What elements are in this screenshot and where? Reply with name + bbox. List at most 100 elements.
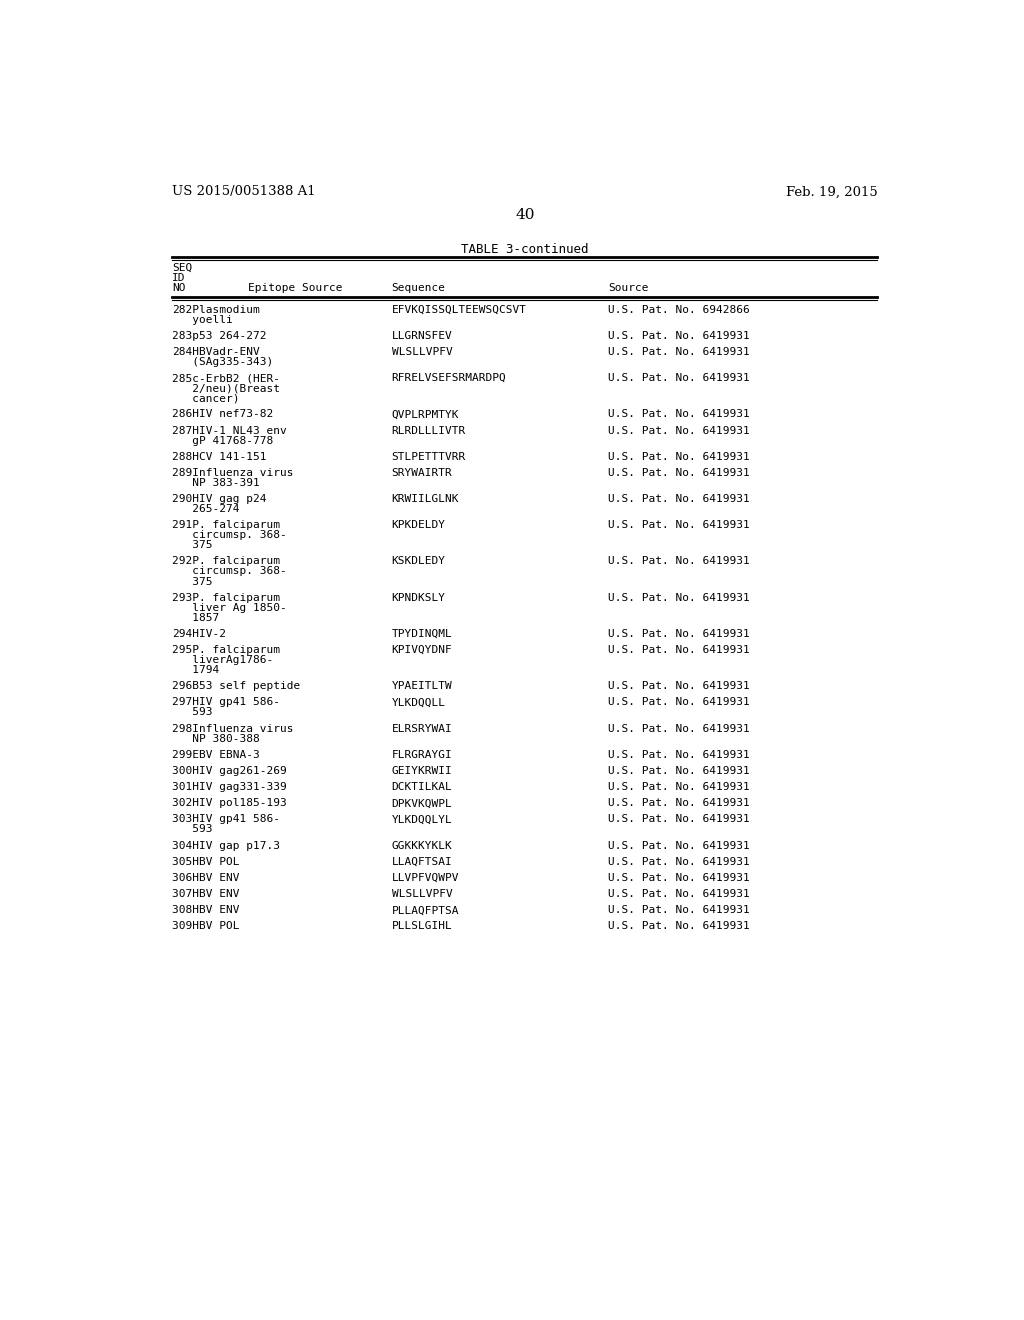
Text: 1794: 1794 bbox=[172, 665, 219, 675]
Text: U.S. Pat. No. 6419931: U.S. Pat. No. 6419931 bbox=[608, 766, 751, 776]
Text: U.S. Pat. No. 6942866: U.S. Pat. No. 6942866 bbox=[608, 305, 751, 314]
Text: Feb. 19, 2015: Feb. 19, 2015 bbox=[785, 185, 878, 198]
Text: U.S. Pat. No. 6419931: U.S. Pat. No. 6419931 bbox=[608, 750, 751, 760]
Text: LLAQFTSAI: LLAQFTSAI bbox=[391, 857, 453, 867]
Text: U.S. Pat. No. 6419931: U.S. Pat. No. 6419931 bbox=[608, 921, 751, 932]
Text: U.S. Pat. No. 6419931: U.S. Pat. No. 6419931 bbox=[608, 841, 751, 850]
Text: 305HBV POL: 305HBV POL bbox=[172, 857, 240, 867]
Text: 282Plasmodium: 282Plasmodium bbox=[172, 305, 260, 314]
Text: STLPETTTVRR: STLPETTTVRR bbox=[391, 451, 466, 462]
Text: U.S. Pat. No. 6419931: U.S. Pat. No. 6419931 bbox=[608, 409, 751, 420]
Text: 265-274: 265-274 bbox=[172, 504, 240, 513]
Text: NP 380-388: NP 380-388 bbox=[172, 734, 260, 743]
Text: KPNDKSLY: KPNDKSLY bbox=[391, 593, 445, 603]
Text: YPAEITLTW: YPAEITLTW bbox=[391, 681, 453, 692]
Text: RLRDLLLIVTR: RLRDLLLIVTR bbox=[391, 425, 466, 436]
Text: KPIVQYDNF: KPIVQYDNF bbox=[391, 645, 453, 655]
Text: KPKDELDY: KPKDELDY bbox=[391, 520, 445, 531]
Text: U.S. Pat. No. 6419931: U.S. Pat. No. 6419931 bbox=[608, 628, 751, 639]
Text: U.S. Pat. No. 6419931: U.S. Pat. No. 6419931 bbox=[608, 906, 751, 915]
Text: WLSLLVPFV: WLSLLVPFV bbox=[391, 890, 453, 899]
Text: U.S. Pat. No. 6419931: U.S. Pat. No. 6419931 bbox=[608, 520, 751, 531]
Text: 300HIV gag261-269: 300HIV gag261-269 bbox=[172, 766, 287, 776]
Text: ID: ID bbox=[172, 273, 185, 282]
Text: U.S. Pat. No. 6419931: U.S. Pat. No. 6419931 bbox=[608, 331, 751, 341]
Text: Epitope Source: Epitope Source bbox=[248, 284, 343, 293]
Text: GGKKKYKLK: GGKKKYKLK bbox=[391, 841, 453, 850]
Text: FLRGRAYGI: FLRGRAYGI bbox=[391, 750, 453, 760]
Text: KSKDLEDY: KSKDLEDY bbox=[391, 557, 445, 566]
Text: 375: 375 bbox=[172, 577, 213, 586]
Text: 375: 375 bbox=[172, 540, 213, 550]
Text: circumsp. 368-: circumsp. 368- bbox=[172, 531, 287, 540]
Text: U.S. Pat. No. 6419931: U.S. Pat. No. 6419931 bbox=[608, 873, 751, 883]
Text: 40: 40 bbox=[515, 209, 535, 223]
Text: Sequence: Sequence bbox=[391, 284, 445, 293]
Text: U.S. Pat. No. 6419931: U.S. Pat. No. 6419931 bbox=[608, 557, 751, 566]
Text: U.S. Pat. No. 6419931: U.S. Pat. No. 6419931 bbox=[608, 593, 751, 603]
Text: U.S. Pat. No. 6419931: U.S. Pat. No. 6419931 bbox=[608, 723, 751, 734]
Text: WLSLLVPFV: WLSLLVPFV bbox=[391, 347, 453, 356]
Text: LLVPFVQWPV: LLVPFVQWPV bbox=[391, 873, 459, 883]
Text: 290HIV gag p24: 290HIV gag p24 bbox=[172, 494, 266, 504]
Text: 283p53 264-272: 283p53 264-272 bbox=[172, 331, 266, 341]
Text: U.S. Pat. No. 6419931: U.S. Pat. No. 6419931 bbox=[608, 374, 751, 383]
Text: EFVKQISSQLTEEWSQCSVT: EFVKQISSQLTEEWSQCSVT bbox=[391, 305, 526, 314]
Text: U.S. Pat. No. 6419931: U.S. Pat. No. 6419931 bbox=[608, 494, 751, 504]
Text: 309HBV POL: 309HBV POL bbox=[172, 921, 240, 932]
Text: 306HBV ENV: 306HBV ENV bbox=[172, 873, 240, 883]
Text: 286HIV nef73-82: 286HIV nef73-82 bbox=[172, 409, 273, 420]
Text: QVPLRPMTYK: QVPLRPMTYK bbox=[391, 409, 459, 420]
Text: US 2015/0051388 A1: US 2015/0051388 A1 bbox=[172, 185, 315, 198]
Text: 298Influenza virus: 298Influenza virus bbox=[172, 723, 294, 734]
Text: 295P. falciparum: 295P. falciparum bbox=[172, 645, 281, 655]
Text: U.S. Pat. No. 6419931: U.S. Pat. No. 6419931 bbox=[608, 890, 751, 899]
Text: 304HIV gap p17.3: 304HIV gap p17.3 bbox=[172, 841, 281, 850]
Text: U.S. Pat. No. 6419931: U.S. Pat. No. 6419931 bbox=[608, 469, 751, 478]
Text: U.S. Pat. No. 6419931: U.S. Pat. No. 6419931 bbox=[608, 425, 751, 436]
Text: U.S. Pat. No. 6419931: U.S. Pat. No. 6419931 bbox=[608, 857, 751, 867]
Text: 291P. falciparum: 291P. falciparum bbox=[172, 520, 281, 531]
Text: 593: 593 bbox=[172, 825, 213, 834]
Text: NP 383-391: NP 383-391 bbox=[172, 478, 260, 488]
Text: gP 41768-778: gP 41768-778 bbox=[172, 436, 273, 446]
Text: 292P. falciparum: 292P. falciparum bbox=[172, 557, 281, 566]
Text: liver Ag 1850-: liver Ag 1850- bbox=[172, 603, 287, 612]
Text: 289Influenza virus: 289Influenza virus bbox=[172, 469, 294, 478]
Text: 293P. falciparum: 293P. falciparum bbox=[172, 593, 281, 603]
Text: 297HIV gp41 586-: 297HIV gp41 586- bbox=[172, 697, 281, 708]
Text: U.S. Pat. No. 6419931: U.S. Pat. No. 6419931 bbox=[608, 645, 751, 655]
Text: ELRSRYWAI: ELRSRYWAI bbox=[391, 723, 453, 734]
Text: SRYWAIRTR: SRYWAIRTR bbox=[391, 469, 453, 478]
Text: 296B53 self peptide: 296B53 self peptide bbox=[172, 681, 300, 692]
Text: YLKDQQLYL: YLKDQQLYL bbox=[391, 814, 453, 825]
Text: 2/neu)(Breast: 2/neu)(Breast bbox=[172, 383, 281, 393]
Text: liverAg1786-: liverAg1786- bbox=[172, 655, 273, 665]
Text: 1857: 1857 bbox=[172, 612, 219, 623]
Text: 301HIV gag331-339: 301HIV gag331-339 bbox=[172, 781, 287, 792]
Text: TPYDINQML: TPYDINQML bbox=[391, 628, 453, 639]
Text: GEIYKRWII: GEIYKRWII bbox=[391, 766, 453, 776]
Text: 288HCV 141-151: 288HCV 141-151 bbox=[172, 451, 266, 462]
Text: PLLSLGIHL: PLLSLGIHL bbox=[391, 921, 453, 932]
Text: U.S. Pat. No. 6419931: U.S. Pat. No. 6419931 bbox=[608, 814, 751, 825]
Text: 294HIV-2: 294HIV-2 bbox=[172, 628, 226, 639]
Text: 303HIV gp41 586-: 303HIV gp41 586- bbox=[172, 814, 281, 825]
Text: 299EBV EBNA-3: 299EBV EBNA-3 bbox=[172, 750, 260, 760]
Text: Source: Source bbox=[608, 284, 649, 293]
Text: circumsp. 368-: circumsp. 368- bbox=[172, 566, 287, 577]
Text: 287HIV-1 NL43 env: 287HIV-1 NL43 env bbox=[172, 425, 287, 436]
Text: TABLE 3-continued: TABLE 3-continued bbox=[461, 243, 589, 256]
Text: PLLAQFPTSA: PLLAQFPTSA bbox=[391, 906, 459, 915]
Text: U.S. Pat. No. 6419931: U.S. Pat. No. 6419931 bbox=[608, 681, 751, 692]
Text: DPKVKQWPL: DPKVKQWPL bbox=[391, 799, 453, 808]
Text: YLKDQQLL: YLKDQQLL bbox=[391, 697, 445, 708]
Text: SEQ: SEQ bbox=[172, 263, 193, 273]
Text: U.S. Pat. No. 6419931: U.S. Pat. No. 6419931 bbox=[608, 781, 751, 792]
Text: 284HBVadr-ENV: 284HBVadr-ENV bbox=[172, 347, 260, 356]
Text: 308HBV ENV: 308HBV ENV bbox=[172, 906, 240, 915]
Text: U.S. Pat. No. 6419931: U.S. Pat. No. 6419931 bbox=[608, 451, 751, 462]
Text: 307HBV ENV: 307HBV ENV bbox=[172, 890, 240, 899]
Text: (SAg335-343): (SAg335-343) bbox=[172, 358, 273, 367]
Text: LLGRNSFEV: LLGRNSFEV bbox=[391, 331, 453, 341]
